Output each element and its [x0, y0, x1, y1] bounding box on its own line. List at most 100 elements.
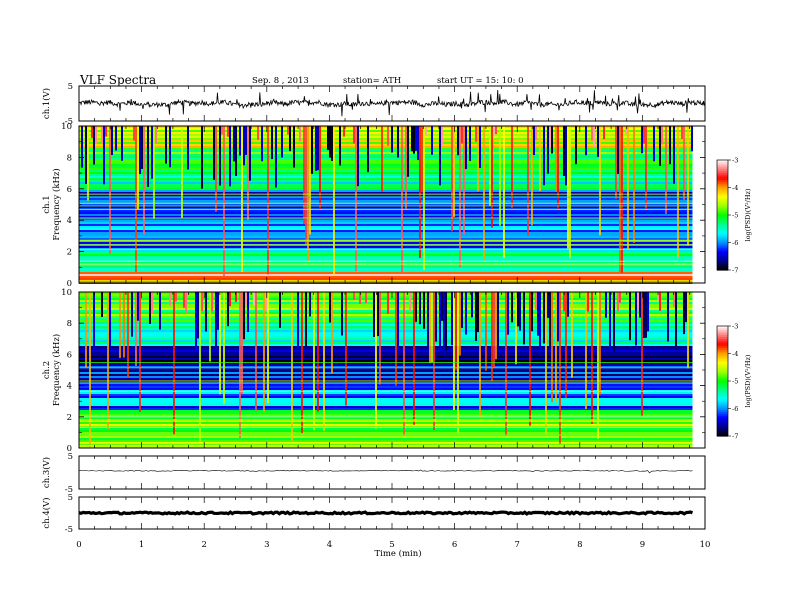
- colorbar-tick-label: -7: [732, 433, 738, 441]
- colorbar-swatch: [717, 408, 728, 411]
- ch2_spectrogram-line: [79, 443, 693, 445]
- ch1_spectrogram-streak: [343, 126, 345, 137]
- colorbar-swatch: [717, 220, 728, 223]
- ch1_spectrogram-streak: [565, 126, 567, 186]
- ch1_spectrogram-streak: [483, 126, 485, 261]
- colorbar-swatch: [717, 329, 728, 333]
- colorbar-swatch: [717, 397, 728, 400]
- colorbar-swatch: [717, 327, 728, 331]
- x-tick-label: 5: [389, 540, 394, 550]
- colorbar-swatch: [717, 207, 728, 211]
- ch2_spectrogram-streak: [135, 292, 137, 366]
- ch1_spectrogram-band-row: [79, 264, 693, 266]
- ch2_spectrogram-band-row: [79, 292, 693, 294]
- colorbar-swatch: [717, 395, 728, 399]
- colorbar-swatch: [717, 360, 728, 364]
- colorbar-swatch: [717, 165, 728, 168]
- ch1_spectrogram-streak: [627, 126, 629, 250]
- colorbar-swatch: [717, 211, 728, 214]
- ch2_spectrogram-streak: [373, 292, 375, 338]
- ch2_spectrogram-band-row: [79, 408, 693, 410]
- ch1_spectrogram-streak: [271, 126, 273, 160]
- colorbar-tick-label: -5: [732, 212, 738, 220]
- ch1_spectrogram-streak: [227, 126, 229, 137]
- ch2_spectrogram-band-row: [79, 332, 693, 334]
- ch1_spectrogram-streak: [547, 126, 549, 174]
- ch1_spectrogram-band-row: [79, 216, 693, 218]
- ch2_spectrogram-streak: [441, 292, 443, 321]
- colorbar-swatch: [717, 174, 728, 178]
- ch1_spectrogram-streak: [563, 126, 565, 176]
- colorbar-swatch: [717, 226, 728, 229]
- ch1_spectrogram-streak: [235, 126, 237, 176]
- ch1_spectrogram-streak: [569, 126, 571, 259]
- ch1_spectrogram-band-row: [79, 154, 693, 156]
- ch2_spectrogram-streak: [215, 292, 217, 353]
- ch2_spectrogram-band-row: [79, 304, 693, 306]
- colorbar-swatch: [717, 196, 728, 200]
- station-label: station= ATH: [343, 76, 401, 86]
- x-axis-label: Time (min): [374, 548, 421, 559]
- ch2_spectrogram-streak: [101, 292, 103, 318]
- colorbar-swatch: [717, 222, 728, 225]
- ch1_spectrogram-band-row: [79, 166, 693, 168]
- ch2_spectrogram-streak: [297, 292, 299, 349]
- ch1_spectrogram-streak: [221, 126, 223, 135]
- ch2_spectrogram-streak: [645, 292, 647, 338]
- ch2_spectrogram-streak: [209, 292, 211, 362]
- ch1_spectrogram-line: [79, 279, 693, 281]
- ch2_spectrogram-streak: [687, 292, 689, 369]
- ch2_spectrogram-band-row: [79, 296, 693, 298]
- ch1_spectrogram-streak: [619, 126, 621, 274]
- ch2_spectrogram-band-row: [79, 340, 693, 342]
- colorbar-swatch: [717, 371, 728, 375]
- ch1_waveform-ytick-label: 5: [68, 82, 73, 92]
- ch2_spectrogram-band-row: [79, 336, 693, 338]
- ch1_spectrogram-streak: [287, 126, 289, 135]
- ch2_spectrogram-streak: [235, 292, 237, 302]
- ch2_spectrogram-streak: [387, 292, 389, 314]
- ch1_spectrogram-streak: [691, 126, 693, 152]
- ch1_spectrogram-band-row: [79, 130, 693, 132]
- ch1_waveform-ylabel: ch.1(V): [41, 88, 52, 119]
- ch2_spectrogram-line: [79, 390, 693, 392]
- ch1_spectrogram-band-row: [79, 250, 693, 252]
- colorbar-swatch: [717, 331, 728, 334]
- ch1_spectrogram-line: [79, 240, 693, 242]
- ch1_spectrogram-ytick-label: 10: [61, 122, 72, 132]
- ch1_spectrogram-streak: [677, 126, 679, 258]
- ch2_spectrogram-streak: [443, 292, 445, 354]
- ch2_spectrogram-streak: [377, 292, 379, 337]
- colorbar-swatch: [717, 401, 728, 404]
- ch1_spectrogram-band-row: [79, 238, 693, 240]
- colorbar-swatch: [717, 193, 728, 196]
- x-tick-label: 8: [577, 540, 582, 550]
- ch1_spectrogram-streak: [261, 126, 263, 162]
- ch2_spectrogram-streak: [555, 292, 557, 403]
- ch2_spectrogram-streak: [505, 292, 507, 436]
- ch2_spectrogram-band-row: [79, 320, 693, 322]
- ch2_spectrogram-streak: [637, 292, 639, 311]
- colorbar-swatch: [717, 249, 728, 253]
- ch1_spectrogram-band-row: [79, 276, 693, 278]
- colorbar-tick-label: -5: [732, 378, 738, 386]
- ch1_spectrogram-streak: [493, 126, 495, 135]
- figure-title: VLF Spectra: [79, 73, 156, 87]
- colorbar-swatch: [717, 419, 728, 422]
- ch2_spectrogram-streak: [673, 292, 675, 307]
- ch2_spectrogram-streak: [195, 292, 197, 351]
- ch1_spectrogram-streak: [479, 126, 481, 168]
- ch1_spectrogram-band-row: [79, 230, 693, 232]
- ch4_waveform-ytick-label: 5: [68, 493, 73, 503]
- ch3_waveform-trace: [78, 469, 693, 474]
- ch2_spectrogram-ytick-label: 6: [67, 350, 72, 360]
- ch2_spectrogram-band-row: [79, 310, 693, 312]
- ch2_spectrogram-streak: [413, 292, 415, 425]
- colorbar-swatch: [717, 182, 728, 185]
- ch2_spectrogram-streak: [453, 292, 455, 411]
- ch2_spectrogram-streak: [345, 292, 347, 406]
- ch1_spectrogram-band-row: [79, 226, 693, 228]
- colorbar-swatch: [717, 425, 728, 428]
- ch1_spectrogram-streak: [495, 126, 497, 135]
- ch2_spectrogram-band-row: [79, 342, 693, 344]
